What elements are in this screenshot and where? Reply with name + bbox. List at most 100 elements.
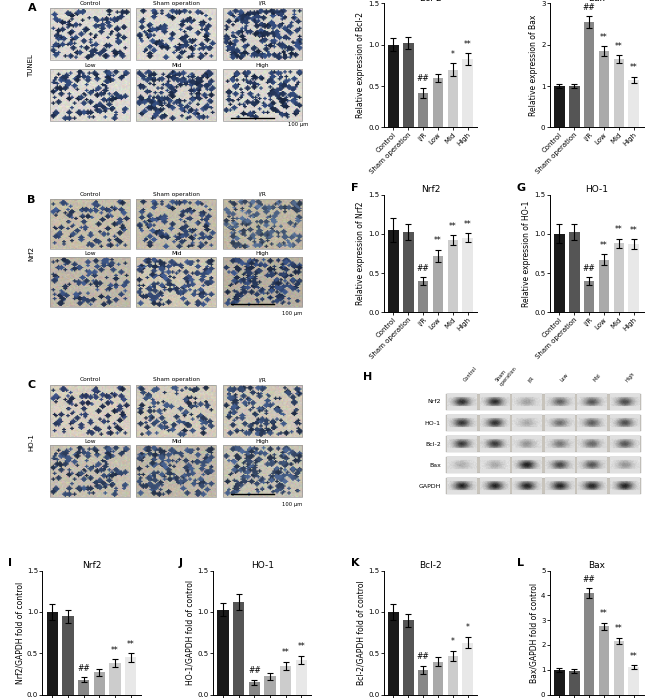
Y-axis label: Relative expression of Bcl-2: Relative expression of Bcl-2: [356, 13, 365, 119]
Text: Low: Low: [84, 439, 96, 444]
Bar: [265, 676, 276, 695]
Text: G: G: [517, 183, 526, 193]
Bar: [446, 457, 641, 473]
Bar: [418, 670, 428, 695]
Y-axis label: HO-1/GAPDH fold of control: HO-1/GAPDH fold of control: [186, 580, 195, 685]
Bar: [223, 385, 302, 437]
Bar: [136, 257, 216, 306]
Text: ##: ##: [417, 264, 430, 273]
Text: Mid: Mid: [171, 251, 181, 256]
Text: GAPDH: GAPDH: [419, 484, 441, 489]
Bar: [569, 86, 580, 127]
Y-axis label: Relative expression of Nrf2: Relative expression of Nrf2: [356, 202, 365, 305]
Bar: [62, 616, 73, 695]
Bar: [50, 69, 130, 121]
Bar: [50, 8, 130, 61]
Text: **: **: [630, 64, 638, 72]
Text: F: F: [351, 183, 358, 193]
Text: Nrf2: Nrf2: [427, 399, 441, 404]
Text: C: C: [27, 380, 36, 389]
Bar: [280, 666, 291, 695]
Text: ##: ##: [248, 667, 261, 676]
Bar: [448, 240, 458, 313]
Text: *: *: [451, 637, 455, 646]
Title: Bax: Bax: [588, 0, 605, 3]
Y-axis label: Relative expression of HO-1: Relative expression of HO-1: [523, 200, 532, 306]
Text: **: **: [615, 225, 623, 235]
Bar: [446, 436, 641, 452]
Text: HO-1: HO-1: [28, 433, 34, 450]
Text: ##: ##: [583, 3, 595, 12]
Bar: [448, 70, 458, 127]
Text: I/R: I/R: [259, 377, 266, 383]
Text: **: **: [127, 640, 135, 649]
Text: **: **: [615, 624, 623, 633]
Text: High: High: [255, 251, 269, 256]
Bar: [109, 663, 121, 695]
Bar: [233, 602, 244, 695]
Text: **: **: [434, 237, 442, 246]
Bar: [584, 22, 595, 127]
Bar: [599, 260, 610, 313]
Text: Control: Control: [79, 1, 101, 6]
Title: Bax: Bax: [588, 561, 605, 570]
Bar: [584, 593, 595, 695]
Bar: [448, 655, 458, 695]
Text: **: **: [111, 646, 119, 655]
Text: **: **: [449, 222, 457, 231]
Bar: [463, 643, 473, 695]
Bar: [388, 45, 398, 127]
Bar: [50, 199, 130, 248]
Text: **: **: [282, 648, 290, 658]
Bar: [403, 43, 413, 127]
Text: K: K: [351, 558, 359, 568]
Text: I/R: I/R: [527, 375, 535, 383]
Bar: [614, 59, 624, 127]
Text: HO-1: HO-1: [425, 420, 441, 426]
Text: Nrf2: Nrf2: [28, 246, 34, 261]
Text: Bcl-2: Bcl-2: [425, 442, 441, 447]
Bar: [136, 445, 216, 497]
Bar: [554, 670, 565, 695]
Bar: [614, 244, 624, 313]
Bar: [136, 385, 216, 437]
Bar: [218, 609, 229, 695]
Title: Nrf2: Nrf2: [82, 561, 101, 570]
Title: Bcl-2: Bcl-2: [419, 0, 442, 3]
Text: *: *: [466, 623, 470, 632]
Text: I: I: [8, 558, 12, 568]
Text: ##: ##: [583, 574, 595, 584]
Bar: [136, 8, 216, 61]
Bar: [433, 256, 443, 313]
Bar: [418, 281, 428, 313]
Bar: [403, 621, 413, 695]
Title: Bcl-2: Bcl-2: [419, 561, 442, 570]
Bar: [446, 394, 641, 410]
Bar: [599, 51, 610, 127]
Bar: [569, 232, 580, 313]
Bar: [223, 199, 302, 248]
Text: 100 μm: 100 μm: [281, 311, 302, 316]
Bar: [388, 612, 398, 695]
Bar: [614, 641, 624, 695]
Bar: [629, 80, 639, 127]
Title: HO-1: HO-1: [251, 561, 274, 570]
Text: **: **: [600, 241, 608, 250]
Bar: [403, 232, 413, 313]
Text: Sham operation: Sham operation: [153, 377, 200, 383]
Text: 100 μm: 100 μm: [289, 122, 309, 127]
Bar: [50, 257, 130, 306]
Text: B: B: [27, 195, 36, 205]
Y-axis label: Nrf2/GAPDH fold of control: Nrf2/GAPDH fold of control: [15, 581, 24, 684]
Bar: [569, 671, 580, 695]
Bar: [446, 478, 641, 494]
Bar: [136, 69, 216, 121]
Bar: [136, 199, 216, 248]
Y-axis label: Bcl-2/GAPDH fold of control: Bcl-2/GAPDH fold of control: [356, 580, 365, 685]
Title: Nrf2: Nrf2: [421, 185, 440, 194]
Y-axis label: Bax/GAPDH fold of control: Bax/GAPDH fold of control: [529, 583, 538, 683]
Text: ##: ##: [417, 653, 430, 661]
Text: H: H: [363, 372, 372, 383]
Bar: [629, 667, 639, 695]
Bar: [433, 77, 443, 127]
